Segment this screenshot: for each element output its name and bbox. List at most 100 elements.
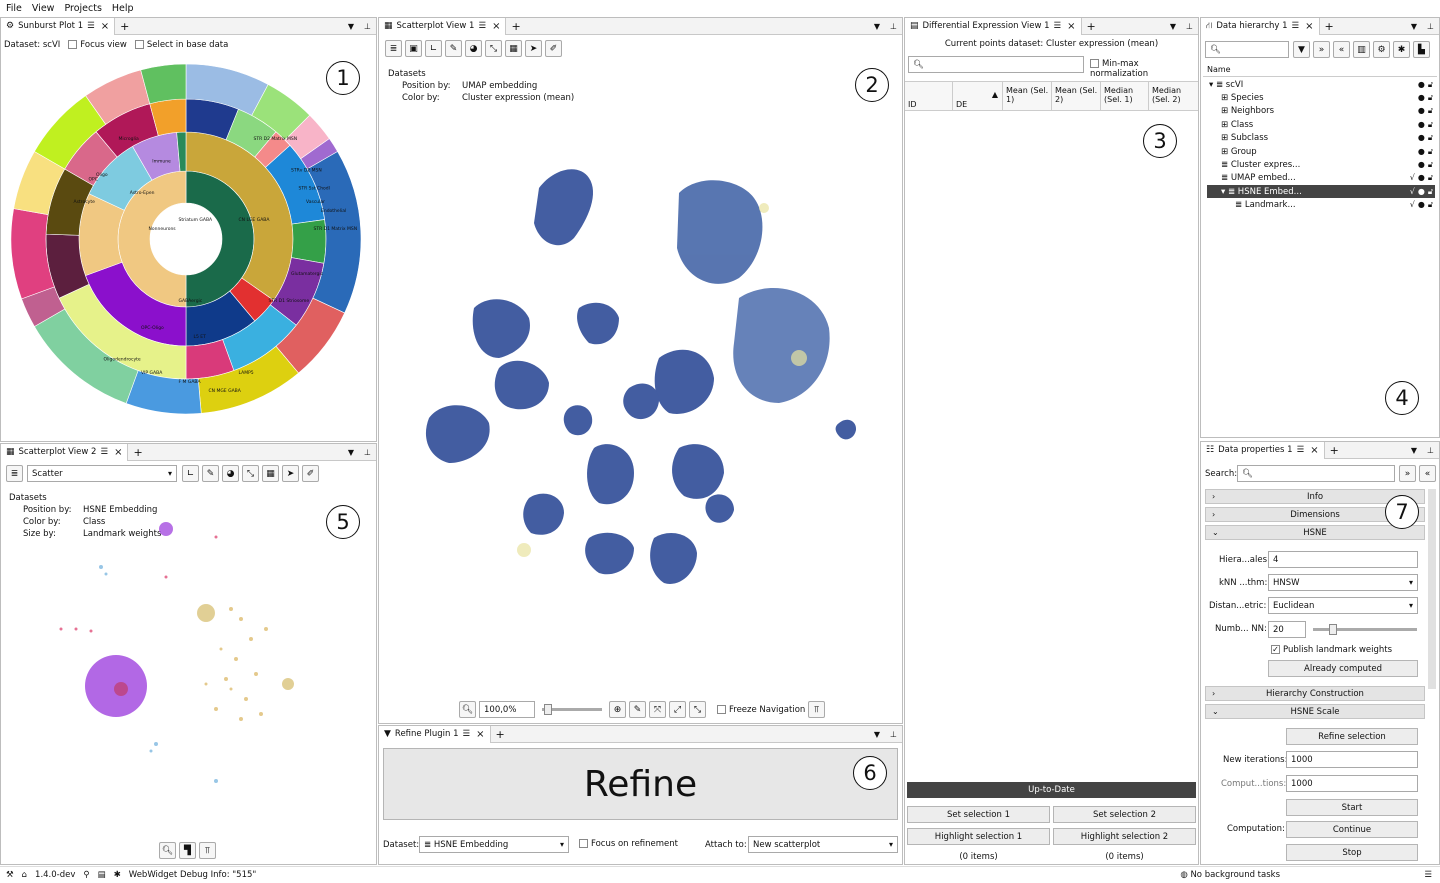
tree-item[interactable]: ⊞ Neighbors ● 🔓︎ [1207, 105, 1435, 118]
tab-refine[interactable]: ▼ Refine Plugin 1 ☰ × [379, 726, 491, 743]
lock-icon[interactable]: 🔓︎ [1427, 79, 1433, 89]
name-column-header[interactable]: Name [1203, 65, 1437, 77]
chevron-down-icon[interactable]: ▼ [873, 729, 881, 739]
visible-icon[interactable]: ● [1417, 146, 1425, 156]
map-icon[interactable]: ▜ [179, 842, 196, 859]
tab-sunburst[interactable]: ⚙ Sunburst Plot 1 ☰ × [1, 18, 116, 35]
add-tab-button[interactable]: + [1324, 19, 1334, 33]
fit-icon[interactable]: ⤧ [649, 701, 666, 718]
lock-icon[interactable]: 🔓︎ [1427, 133, 1433, 143]
add-tab-button[interactable]: + [1086, 19, 1096, 33]
col-de[interactable]: DE ▲ [953, 82, 1003, 110]
pin-icon[interactable]: ⊥ [890, 729, 897, 739]
section-hsne-scale[interactable]: ⌄ HSNE Scale [1205, 704, 1425, 719]
select-rect-icon[interactable]: ⤡ [485, 40, 502, 57]
section-info[interactable]: › Info [1205, 489, 1425, 504]
highlight-selection-1-button[interactable]: Highlight selection 1 [907, 828, 1050, 845]
pointer-icon[interactable]: ➤ [525, 40, 542, 57]
num-nn-spinbox[interactable]: 20 [1268, 621, 1306, 638]
visible-icon[interactable]: ● [1417, 200, 1425, 210]
menu-file[interactable]: File [6, 2, 22, 14]
focus-view-checkbox[interactable]: Focus view [68, 40, 127, 50]
hsne-scatter-canvas[interactable] [1, 519, 376, 839]
lock-icon[interactable]: 🔓︎ [1427, 159, 1433, 169]
background-tasks[interactable]: ◍ No background tasks [1180, 870, 1280, 880]
bug-icon[interactable]: ✱ [1393, 41, 1410, 58]
menu-view[interactable]: View [31, 2, 55, 14]
sunburst-segment[interactable] [140, 63, 187, 105]
attach-select[interactable]: New scatterplot [748, 836, 898, 853]
expand-icon[interactable]: ⤡ [689, 701, 706, 718]
tree-item[interactable]: ≣ UMAP embed... √ ● 🔓︎ [1207, 172, 1435, 185]
menu-icon[interactable]: ☰ [1053, 21, 1062, 31]
chevron-down-icon[interactable]: ▼ [347, 21, 355, 31]
wrench-icon[interactable]: ⚒ [6, 870, 14, 880]
stop-button[interactable]: Stop [1286, 844, 1418, 861]
add-tab-button[interactable]: + [511, 19, 521, 33]
set-selection-1-button[interactable]: Set selection 1 [907, 806, 1050, 823]
chevron-down-icon[interactable]: ▼ [1410, 21, 1418, 31]
visible-icon[interactable]: ● [1417, 159, 1425, 169]
chevron-down-icon[interactable]: ▼ [1410, 445, 1418, 455]
close-icon[interactable]: × [1067, 20, 1076, 32]
visible-icon[interactable]: ● [1417, 119, 1425, 129]
tree-item[interactable]: ≣ Cluster expres... ● 🔓︎ [1207, 158, 1435, 171]
expand-arrow-icon[interactable]: ▾ [1209, 79, 1216, 90]
axis-icon[interactable]: ∟ [182, 465, 199, 482]
section-hsne[interactable]: ⌄ HSNE [1205, 525, 1425, 540]
brush-icon[interactable]: ✎ [445, 40, 462, 57]
set-selection-2-button[interactable]: Set selection 2 [1053, 806, 1196, 823]
gear-icon[interactable]: ⚙ [1373, 41, 1390, 58]
computations-input[interactable]: 1000 [1286, 775, 1418, 792]
lock-icon[interactable]: 🔓︎ [1427, 106, 1433, 116]
settings-icon[interactable]: ⫪ [808, 701, 826, 718]
visible-icon[interactable]: ● [1417, 92, 1425, 102]
close-icon[interactable]: × [1305, 20, 1314, 32]
tab-properties[interactable]: ☷ Data properties 1 ☰ × [1201, 442, 1325, 459]
pen-icon[interactable]: ✐ [545, 40, 562, 57]
focus-refinement-checkbox[interactable]: Focus on refinement [579, 839, 678, 849]
visible-icon[interactable]: ● [1417, 186, 1425, 196]
brush-icon[interactable]: ✎ [202, 465, 219, 482]
eraser-icon[interactable]: ✎ [629, 701, 646, 718]
section-hierarchy-construction[interactable]: › Hierarchy Construction [1205, 686, 1425, 701]
expand-all-icon[interactable]: » [1313, 41, 1330, 58]
database-icon[interactable]: ≣ [6, 465, 23, 482]
expand-all-icon[interactable]: » [1399, 465, 1416, 482]
tab-scatterplot2[interactable]: ▦ Scatterplot View 2 ☰ × [1, 444, 129, 461]
tab-scatterplot1[interactable]: ▦ Scatterplot View 1 ☰ × [379, 18, 507, 35]
menu-icon[interactable]: ☰ [462, 729, 471, 739]
scrollbar[interactable] [1428, 489, 1436, 689]
tab-hierarchy[interactable]: ⛙ Data hierarchy 1 ☰ × [1201, 18, 1320, 35]
menu-icon[interactable]: ☰ [87, 21, 95, 31]
refine-button[interactable]: Refine [383, 748, 898, 820]
close-icon[interactable]: × [100, 20, 110, 32]
menu-icon[interactable]: ☰ [100, 447, 109, 457]
tree-item[interactable]: ⊞ Group ● 🔓︎ [1207, 145, 1435, 158]
visible-icon[interactable]: ● [1417, 106, 1425, 116]
columns-icon[interactable]: ▥ [1353, 41, 1370, 58]
palette-icon[interactable]: ◕ [465, 40, 482, 57]
zoom-in-icon[interactable]: ⊕ [609, 701, 626, 718]
add-tab-button[interactable]: + [1329, 443, 1339, 457]
add-tab-button[interactable]: + [133, 445, 143, 459]
table-icon[interactable]: ▦ [262, 465, 279, 482]
pin-icon[interactable]: ⊥ [890, 21, 897, 31]
menu-help[interactable]: Help [111, 2, 134, 14]
tree-item[interactable]: ⊞ Subclass ● 🔓︎ [1207, 132, 1435, 145]
visible-icon[interactable]: ● [1417, 79, 1425, 89]
tree-item[interactable]: ▾ ≣ HSNE Embed... √ ● 🔓︎ [1207, 185, 1435, 199]
menu-icon[interactable]: ☰ [1291, 21, 1300, 31]
close-icon[interactable]: × [492, 20, 501, 32]
table-icon[interactable]: ▦ [505, 40, 522, 57]
settings-icon[interactable]: ⫪ [199, 842, 216, 859]
collapse-all-icon[interactable]: « [1333, 41, 1350, 58]
pin-icon[interactable]: ⊥ [364, 21, 371, 31]
pin-icon[interactable]: ⊥ [1427, 445, 1434, 455]
zoom-input[interactable]: 100,0% [479, 701, 535, 718]
add-tab-button[interactable]: + [120, 19, 130, 33]
pin-icon[interactable]: ⊥ [1186, 21, 1193, 31]
image-icon[interactable]: ▣ [405, 40, 422, 57]
highlight-selection-2-button[interactable]: Highlight selection 2 [1053, 828, 1196, 845]
filter-icon[interactable]: ▼ [1293, 41, 1310, 58]
